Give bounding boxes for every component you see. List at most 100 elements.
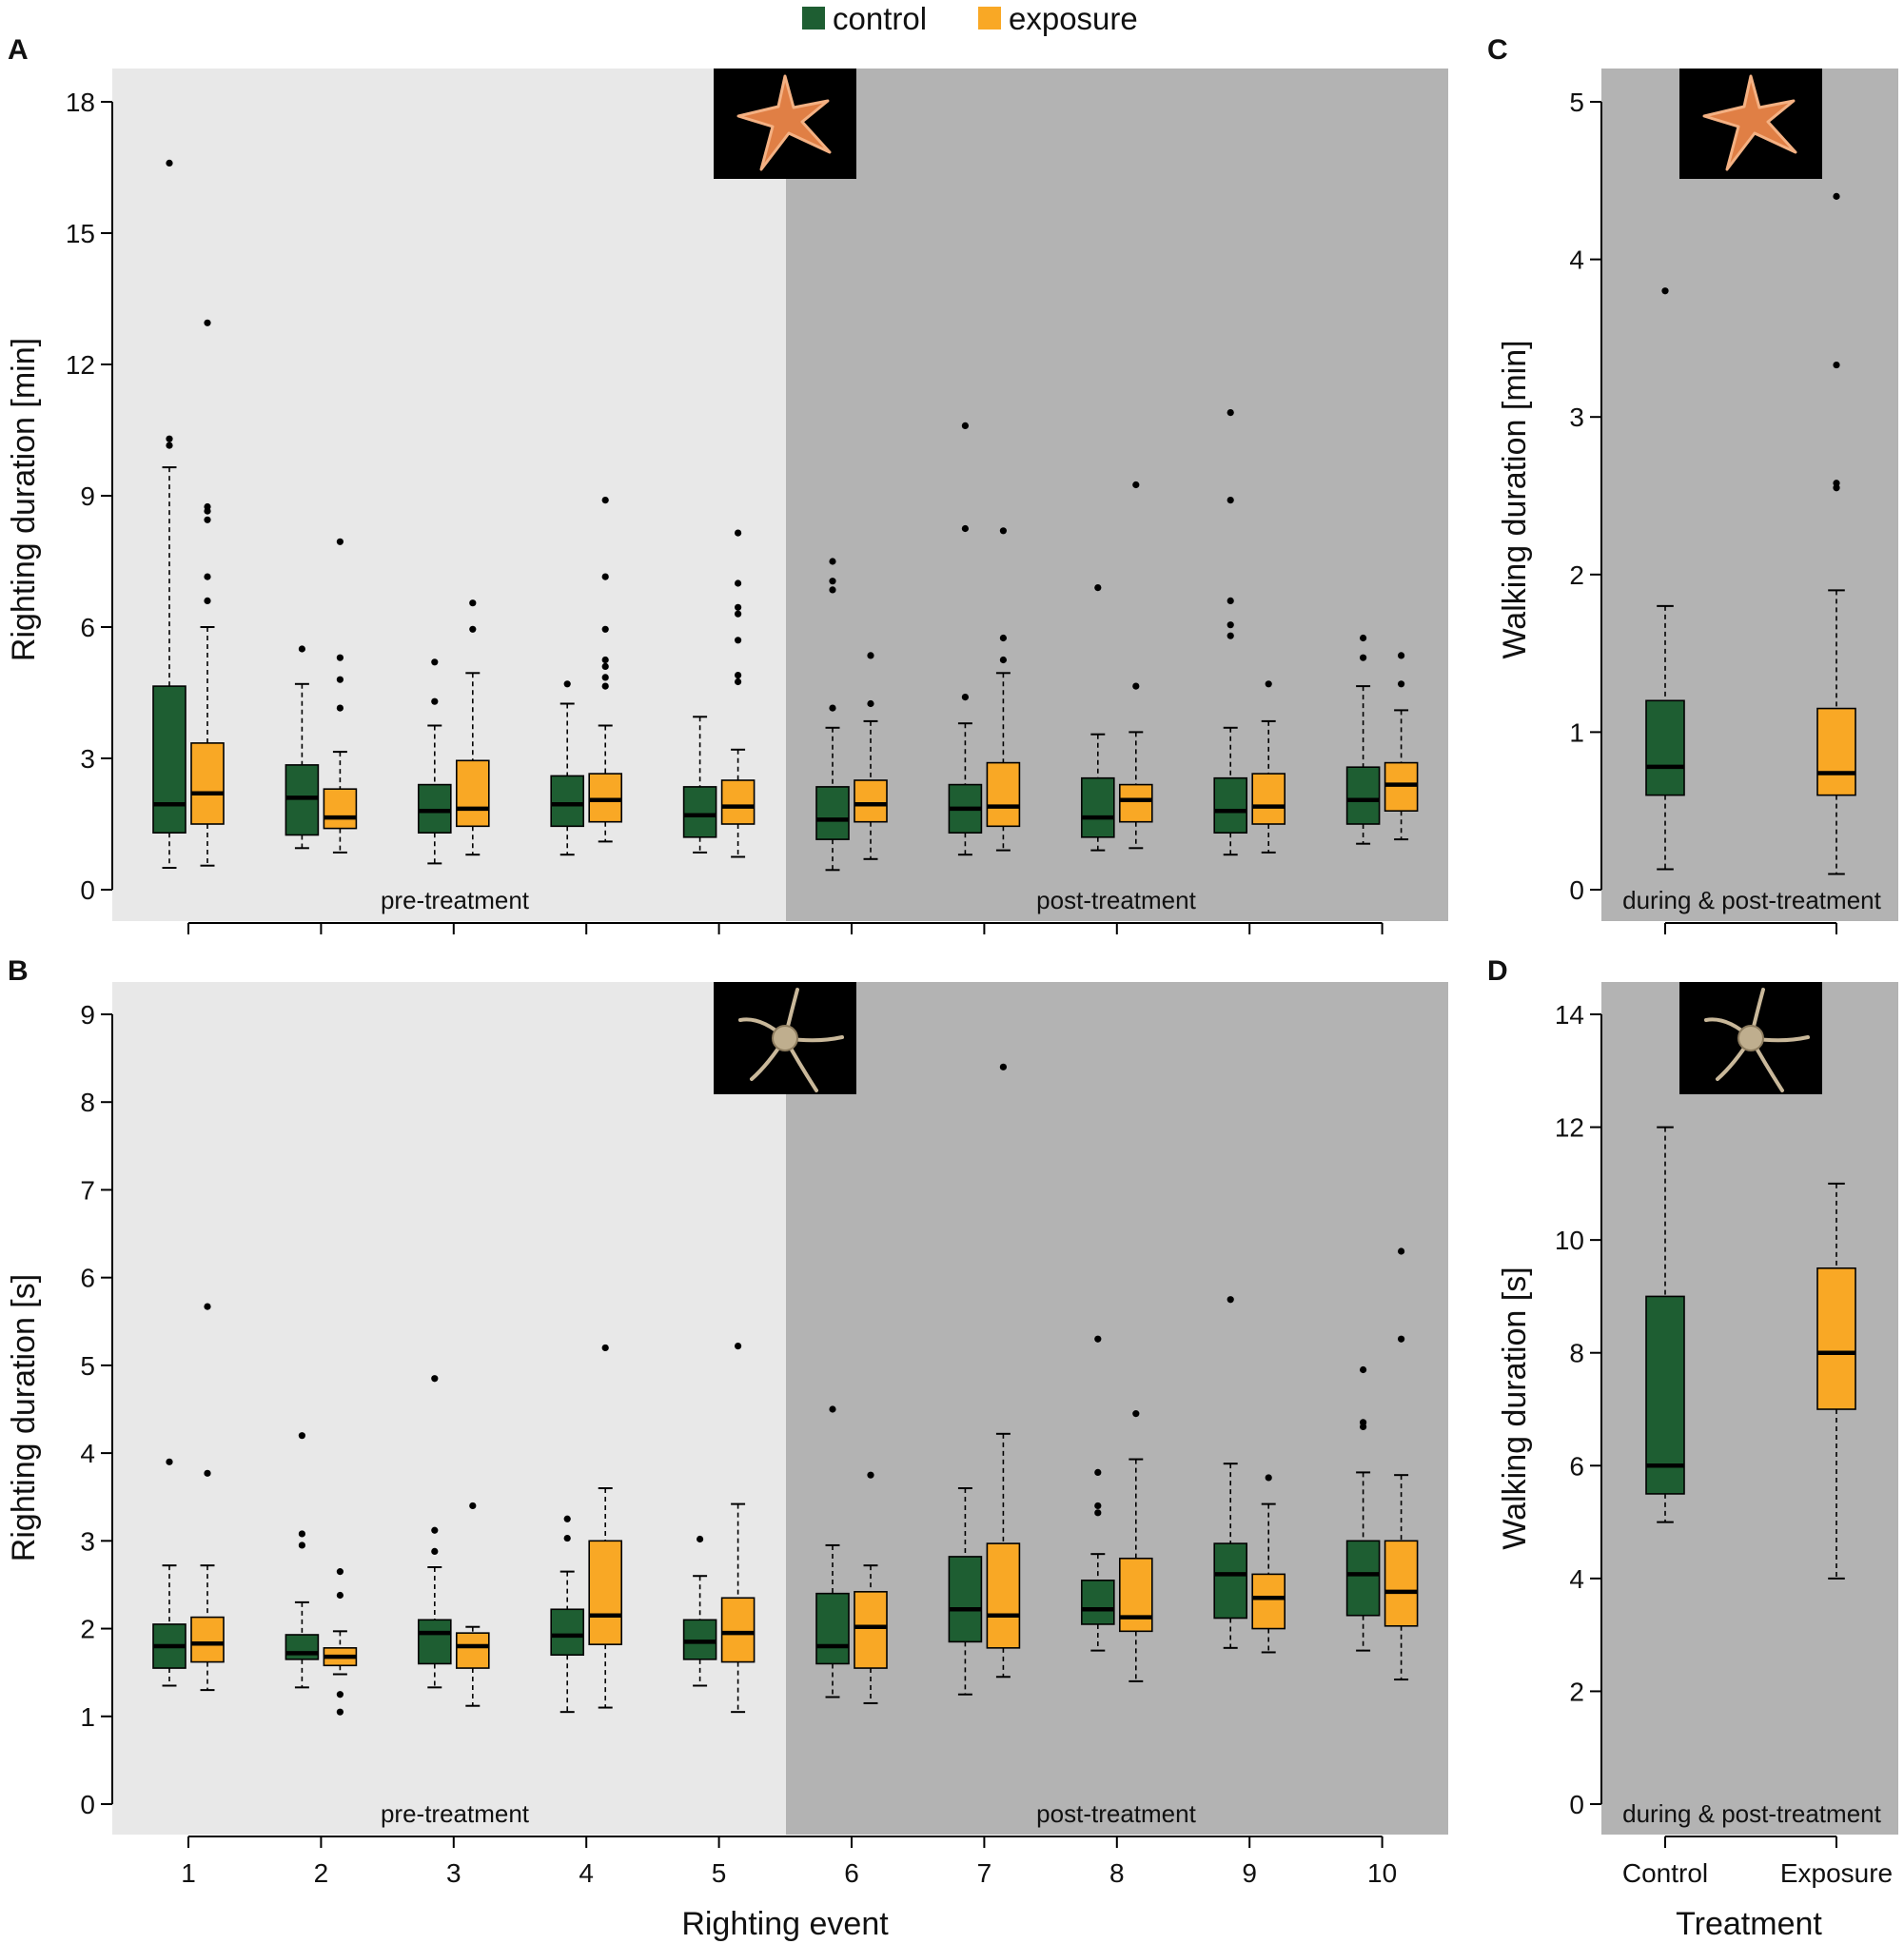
- outlier-point: [735, 603, 742, 611]
- box-iqr: [986, 761, 1021, 828]
- y-tick-label: 2: [1569, 560, 1584, 590]
- box-iqr: [1119, 1557, 1153, 1633]
- box-iqr: [417, 1619, 452, 1665]
- y-tick-label: 12: [66, 350, 95, 380]
- y-tick-label: 0: [80, 875, 95, 905]
- x-axis-d: Control Exposure: [1622, 1836, 1893, 1888]
- y-tick-label: 0: [1569, 1790, 1584, 1819]
- brittle-star-photo-icon: [1679, 982, 1822, 1094]
- y-axis-title-c: Walking duration [min]: [1497, 340, 1533, 658]
- outlier-point: [601, 625, 609, 633]
- y-axis-title-a: Righting duration [min]: [6, 338, 42, 661]
- x-tick-label: 4: [579, 1858, 594, 1888]
- box-iqr: [948, 1556, 983, 1643]
- outlier-point: [1833, 480, 1840, 487]
- box-iqr: [682, 786, 717, 838]
- outlier-point: [829, 578, 836, 585]
- box-iqr: [588, 1540, 623, 1645]
- outlier-point: [601, 662, 609, 671]
- pre-treatment-region-b: [112, 982, 786, 1835]
- outlier-point: [1227, 1296, 1234, 1304]
- outlier-point: [336, 1708, 344, 1716]
- panel-a: A pre-treatment post-treatment Righting …: [6, 34, 1448, 934]
- box-iqr: [1645, 1295, 1685, 1495]
- y-tick-label: 4: [80, 1439, 95, 1468]
- x-tick-label: 1: [181, 1858, 196, 1888]
- outlier-point: [1132, 1410, 1140, 1418]
- x-tick-label: 8: [1109, 1858, 1125, 1888]
- outlier-point: [336, 538, 344, 545]
- outlier-point: [431, 1526, 439, 1534]
- outlier-point: [829, 558, 836, 565]
- box-iqr: [720, 1597, 756, 1663]
- y-tick-label: 3: [1569, 403, 1584, 432]
- outlier-point: [1398, 1247, 1405, 1255]
- outlier-point: [601, 656, 609, 664]
- box-iqr: [1384, 761, 1419, 812]
- outlier-point: [1360, 654, 1367, 661]
- outlier-point: [204, 1469, 211, 1477]
- x-tick-label: 7: [977, 1858, 992, 1888]
- outlier-point: [697, 1535, 704, 1543]
- panel-letter-b: B: [8, 955, 29, 987]
- box-iqr: [1345, 1540, 1381, 1617]
- box-iqr: [285, 1634, 320, 1660]
- y-tick-label: 8: [1569, 1339, 1584, 1368]
- post-treatment-region-b: [786, 982, 1448, 1835]
- outlier-point: [735, 610, 742, 618]
- y-tick-label: 15: [66, 219, 95, 248]
- y-axis-d: 0 2 4 6 8 10 12 14: [1555, 1000, 1602, 1819]
- box-iqr: [1816, 707, 1856, 796]
- box-iqr: [1213, 1542, 1247, 1620]
- box-iqr: [455, 1632, 490, 1669]
- x-tick-label: 2: [314, 1858, 329, 1888]
- x-axis-c: [1664, 922, 1837, 934]
- outlier-point: [336, 1568, 344, 1576]
- outlier-point: [735, 672, 742, 679]
- plot-area-d: [1645, 1126, 1856, 1580]
- y-tick-label: 1: [80, 1702, 95, 1732]
- outlier-point: [166, 442, 173, 449]
- x-tick-label: 5: [712, 1858, 727, 1888]
- box-iqr: [588, 773, 623, 823]
- outlier-point: [298, 1530, 305, 1538]
- y-tick-label: 5: [80, 1351, 95, 1381]
- y-tick-label: 8: [80, 1088, 95, 1117]
- x-tick-label: 9: [1242, 1858, 1257, 1888]
- legend-label-control: control: [833, 1, 927, 36]
- box-iqr: [986, 1542, 1021, 1649]
- x-tick-label: 6: [844, 1858, 859, 1888]
- outlier-point: [735, 1343, 742, 1350]
- outlier-point: [1265, 1474, 1272, 1482]
- y-tick-label: 12: [1555, 1113, 1584, 1143]
- outlier-point: [204, 516, 211, 523]
- outlier-point: [563, 680, 571, 688]
- legend-swatch-control: [802, 7, 825, 29]
- outlier-point: [431, 697, 439, 705]
- outlier-point: [469, 599, 477, 607]
- box-iqr: [1645, 699, 1685, 796]
- box-iqr: [1251, 1573, 1286, 1630]
- outlier-point: [999, 634, 1007, 642]
- outlier-point: [1265, 680, 1272, 688]
- x-tick-label: Control: [1622, 1858, 1708, 1888]
- y-tick-label: 1: [1569, 717, 1584, 747]
- y-axis-title-b: Righting duration [s]: [6, 1274, 42, 1561]
- outlier-point: [336, 676, 344, 683]
- outlier-point: [1227, 632, 1234, 639]
- y-tick-label: 3: [80, 1526, 95, 1556]
- outlier-point: [961, 422, 970, 429]
- box-iqr: [1345, 766, 1381, 825]
- outlier-point: [1833, 361, 1840, 369]
- y-tick-label: 6: [80, 613, 95, 642]
- panel-d: D during & post-treatment Walking durati…: [1487, 955, 1898, 1942]
- phase-label-post-a: post-treatment: [1036, 886, 1196, 914]
- outlier-point: [336, 1691, 344, 1699]
- outlier-point: [1661, 287, 1669, 295]
- outlier-point: [431, 658, 439, 666]
- box-iqr: [1119, 783, 1153, 823]
- outlier-point: [166, 1458, 173, 1465]
- y-tick-label: 4: [1569, 245, 1584, 275]
- box-iqr: [1816, 1267, 1856, 1410]
